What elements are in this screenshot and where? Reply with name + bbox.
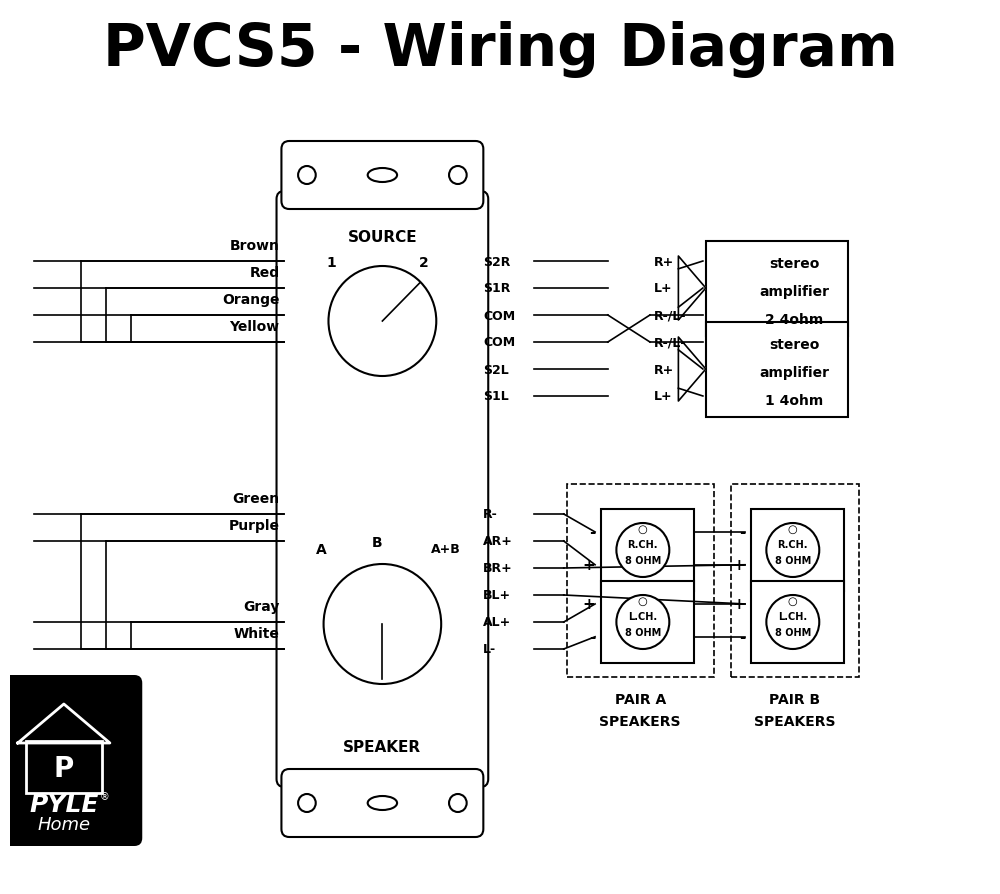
Text: White: White — [234, 627, 279, 640]
Text: 1: 1 — [327, 256, 336, 270]
Text: L+: L+ — [654, 283, 673, 295]
Text: Home: Home — [37, 815, 90, 833]
Circle shape — [789, 527, 797, 534]
Circle shape — [639, 527, 647, 534]
Text: Orange: Orange — [222, 292, 279, 307]
Bar — [601, 510, 694, 591]
Bar — [751, 510, 844, 591]
FancyBboxPatch shape — [277, 192, 488, 787]
Text: AR+: AR+ — [483, 535, 513, 548]
Circle shape — [616, 523, 669, 578]
Text: +: + — [732, 597, 745, 611]
Text: -: - — [589, 629, 595, 645]
FancyBboxPatch shape — [0, 675, 142, 846]
Text: R-/L-: R-/L- — [654, 336, 686, 350]
Text: PAIR B: PAIR B — [769, 692, 821, 706]
Text: L-: L- — [483, 643, 496, 656]
Circle shape — [766, 595, 819, 649]
Text: S2L: S2L — [483, 363, 509, 376]
Text: stereo: stereo — [769, 338, 819, 351]
Text: -: - — [739, 525, 745, 540]
Polygon shape — [678, 257, 706, 321]
Text: +: + — [582, 558, 595, 573]
Text: PVCS5 - Wiring Diagram: PVCS5 - Wiring Diagram — [103, 21, 897, 79]
Text: stereo: stereo — [769, 257, 819, 271]
Text: B: B — [372, 536, 383, 550]
Circle shape — [449, 167, 467, 185]
Polygon shape — [678, 338, 706, 401]
Text: S1R: S1R — [483, 283, 511, 295]
Text: amplifier: amplifier — [759, 284, 829, 299]
Text: R-/L-: R-/L- — [654, 309, 686, 322]
Circle shape — [328, 266, 436, 376]
Bar — [601, 581, 694, 663]
Text: L.CH.: L.CH. — [628, 611, 657, 621]
Text: 2: 2 — [419, 256, 428, 270]
Text: amplifier: amplifier — [759, 366, 829, 380]
Text: Gray: Gray — [243, 599, 279, 613]
Circle shape — [324, 564, 441, 684]
Text: +: + — [732, 558, 745, 573]
Polygon shape — [18, 704, 110, 743]
Text: SPEAKERS: SPEAKERS — [599, 714, 681, 729]
Text: SOURCE: SOURCE — [348, 231, 417, 245]
Text: 8 OHM: 8 OHM — [775, 628, 811, 637]
Text: Purple: Purple — [228, 519, 279, 533]
Text: ®: ® — [99, 791, 109, 801]
Circle shape — [766, 523, 819, 578]
Text: -: - — [739, 629, 745, 645]
Bar — [731, 485, 859, 678]
Text: AL+: AL+ — [483, 616, 512, 628]
Text: +: + — [582, 597, 595, 611]
Circle shape — [789, 598, 797, 606]
Text: A+B: A+B — [431, 543, 461, 556]
Text: BR+: BR+ — [483, 561, 513, 575]
Bar — [706, 241, 848, 336]
Bar — [26, 741, 102, 793]
Text: 1 4ohm: 1 4ohm — [765, 393, 823, 408]
Bar — [567, 485, 714, 678]
Text: R+: R+ — [654, 363, 674, 376]
Text: P: P — [54, 755, 74, 782]
Text: R.CH.: R.CH. — [778, 539, 808, 550]
Text: 2 4ohm: 2 4ohm — [765, 313, 823, 326]
Text: S1L: S1L — [483, 390, 509, 403]
Text: COM: COM — [483, 336, 515, 350]
Text: Yellow: Yellow — [229, 320, 279, 333]
Text: 8 OHM: 8 OHM — [775, 555, 811, 565]
FancyBboxPatch shape — [281, 769, 483, 837]
Text: L+: L+ — [654, 390, 673, 403]
Text: PAIR A: PAIR A — [615, 692, 666, 706]
Text: R-: R- — [483, 508, 498, 521]
Circle shape — [298, 167, 316, 185]
Text: 8 OHM: 8 OHM — [625, 628, 661, 637]
Text: Red: Red — [249, 266, 279, 280]
Text: BL+: BL+ — [483, 589, 511, 602]
Text: PYLE: PYLE — [29, 792, 99, 816]
Bar — [706, 322, 848, 417]
Text: R.CH.: R.CH. — [628, 539, 658, 550]
Ellipse shape — [368, 169, 397, 182]
Text: L.CH.: L.CH. — [778, 611, 807, 621]
Text: R+: R+ — [654, 255, 674, 268]
Bar — [26, 741, 102, 793]
Text: -: - — [589, 525, 595, 540]
Text: COM: COM — [483, 309, 515, 322]
Text: 8 OHM: 8 OHM — [625, 555, 661, 565]
Circle shape — [298, 794, 316, 812]
Circle shape — [639, 598, 647, 606]
Text: SPEAKER: SPEAKER — [343, 739, 421, 755]
Text: Brown: Brown — [230, 239, 279, 253]
Text: Green: Green — [232, 492, 279, 505]
Circle shape — [616, 595, 669, 649]
Bar — [751, 581, 844, 663]
Text: A: A — [316, 543, 327, 556]
Circle shape — [449, 794, 467, 812]
Ellipse shape — [368, 797, 397, 810]
Text: S2R: S2R — [483, 255, 511, 268]
Text: SPEAKERS: SPEAKERS — [754, 714, 836, 729]
FancyBboxPatch shape — [281, 142, 483, 210]
